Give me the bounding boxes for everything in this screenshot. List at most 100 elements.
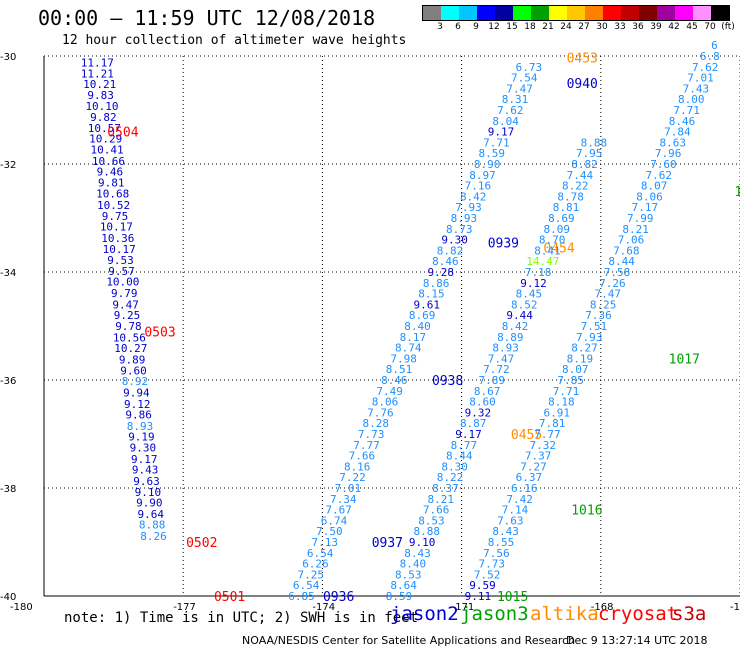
color-scale-cell [711, 6, 729, 20]
wave-height-value: 9.61 [414, 298, 441, 311]
color-scale-label: 3 [437, 22, 443, 32]
y-tick-label: -36 [0, 376, 16, 387]
color-scale-cell [675, 6, 693, 20]
wave-height-value: 7.71 [553, 385, 580, 398]
wave-height-value: 8.93 [492, 342, 519, 355]
wave-height-value: 6 [711, 39, 718, 52]
wave-height-value: 9.82 [90, 111, 117, 124]
wave-height-value: 7.77 [353, 439, 380, 452]
x-tick-label: -171 [452, 602, 475, 613]
wave-height-value: 8.43 [404, 547, 431, 560]
color-scale-label: 24 [560, 22, 572, 32]
wave-height-value: 8.19 [567, 352, 594, 365]
color-scale-cell [495, 6, 513, 20]
legend-item: cryosat [598, 603, 679, 625]
wave-height-value: 7.32 [530, 439, 557, 452]
chart-subtitle: 12 hour collection of altimeter wave hei… [62, 33, 407, 48]
wave-height-value: 8.87 [460, 417, 487, 430]
wave-height-value: 10.29 [89, 133, 122, 146]
wave-height-value: 6.91 [543, 406, 570, 419]
wave-height-value: 7.44 [567, 169, 594, 182]
wave-height-value: 11.17 [81, 56, 114, 69]
wave-height-value: 7.93 [455, 201, 482, 214]
wave-height-value: 8.16 [344, 460, 371, 473]
wave-height-value: 7.42 [506, 493, 533, 506]
wave-height-value: 8.67 [474, 385, 501, 398]
footnote: note: 1) Time is in UTC; 2) SWH is in fe… [64, 610, 419, 626]
wave-height-value: 8.97 [469, 169, 496, 182]
wave-height-value: 8.88 [581, 136, 608, 149]
wave-height-value: 8.88 [414, 525, 441, 538]
wave-height-value: 7.01 [335, 482, 362, 495]
wave-height-value: 8.00 [678, 93, 705, 106]
pass-time-label: 0937 [372, 536, 403, 551]
wave-height-value: 8.07 [562, 363, 589, 376]
wave-height-value: 6.16 [511, 482, 538, 495]
wave-height-value: 8.30 [441, 460, 468, 473]
wave-height-value: 8.51 [386, 363, 413, 376]
wave-height-value: 7.81 [539, 417, 566, 430]
wave-height-value: 8.06 [636, 190, 663, 203]
wave-height-value: 8.81 [553, 201, 580, 214]
wave-height-value: 7.98 [390, 352, 417, 365]
color-scale-cell [603, 6, 621, 20]
color-scale-label: 21 [542, 22, 554, 32]
pass-time-label: 0453 [567, 52, 598, 67]
wave-height-value: 9.64 [137, 508, 164, 521]
wave-height-value: 8.90 [474, 158, 501, 171]
wave-height-value: 8.59 [386, 590, 413, 603]
wave-height-value: 8.93 [127, 420, 154, 433]
wave-height-value: 8.74 [395, 342, 422, 355]
wave-height-value: 8.21 [622, 223, 649, 236]
wave-height-value: 9.60 [120, 364, 147, 377]
wave-height-value: 9.10 [409, 536, 436, 549]
wave-height-value: 8.42 [502, 320, 529, 333]
wave-height-value: 7.62 [646, 169, 673, 182]
color-scale-bar [422, 5, 730, 21]
wave-height-value: 9.17 [455, 428, 482, 441]
wave-height-value: 7.16 [465, 180, 492, 193]
wave-height-value: 8.78 [557, 190, 584, 203]
wave-height-value: 7.73 [358, 428, 385, 441]
color-scale-label: 39 [650, 22, 662, 32]
wave-height-value: 9.59 [469, 579, 496, 592]
wave-height-value: 9.79 [111, 287, 138, 300]
pass-time-label: 0502 [186, 536, 217, 551]
wave-height-value: 8.17 [400, 331, 427, 344]
wave-height-value: 8.21 [427, 493, 454, 506]
wave-height-value: 9.28 [427, 266, 454, 279]
wave-height-value: 14.47 [526, 255, 559, 268]
wave-height-value: 8.40 [404, 320, 431, 333]
color-scale-label: (ft) [721, 22, 735, 32]
pass-time-label: 0503 [144, 325, 175, 340]
wave-height-value: 8.86 [423, 277, 450, 290]
wave-height-value: 10.17 [100, 221, 133, 234]
color-scale-label: 33 [614, 22, 626, 32]
wave-height-value: 10.41 [91, 143, 124, 156]
wave-height-value: 7.93 [576, 331, 603, 344]
y-tick-label: -38 [0, 484, 16, 495]
wave-height-value: 8.45 [516, 288, 543, 301]
wave-height-value: 11.21 [81, 67, 114, 80]
wave-height-value: 7.95 [576, 147, 603, 160]
wave-height-value: 9.46 [97, 166, 124, 179]
wave-height-value: 8.28 [363, 417, 390, 430]
wave-height-value: 7.60 [650, 158, 677, 171]
wave-height-value: 10.27 [114, 342, 147, 355]
wave-height-value: 7.43 [683, 82, 710, 95]
wave-height-value: 9.44 [506, 309, 533, 322]
color-scale-cell [585, 6, 603, 20]
wave-height-value: 9.63 [133, 475, 160, 488]
wave-height-value: 9.17 [488, 126, 515, 139]
wave-height-value: 7.56 [483, 547, 510, 560]
wave-height-value: 8.63 [659, 136, 686, 149]
color-scale-labels: 3 6 9 12 15 18 21 24 27 30 33 36 39 42 45 70 (ft) [422, 22, 735, 34]
pass-time-label: 1017 [669, 352, 700, 367]
wave-height-value: 7.71 [673, 104, 700, 117]
wave-height-value: 10.52 [97, 199, 130, 212]
wave-height-value: 8.82 [571, 158, 598, 171]
wave-height-value: 8.46 [381, 374, 408, 387]
legend-item: altika [530, 603, 599, 625]
wave-height-value: 7.54 [511, 72, 538, 85]
